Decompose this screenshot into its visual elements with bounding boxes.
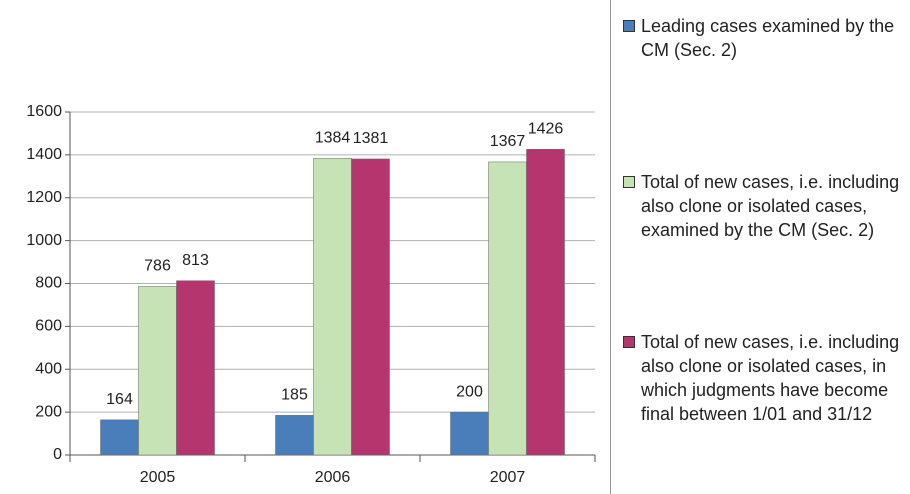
bar (313, 158, 352, 456)
legend-label: Leading cases examined by the CM (Sec. 2… (641, 16, 895, 60)
bar (526, 149, 565, 456)
chart: 0 200 400 600 800 1000 1200 1400 1600 2005 164 786 8… (26, 103, 596, 486)
value-label: 813 (182, 252, 209, 269)
value-label: 1384 (315, 130, 351, 147)
legend-swatch (623, 20, 635, 32)
x-tick-label: 2005 (140, 469, 176, 486)
legend-swatch (623, 176, 635, 188)
legend-label: Total of new cases, i.e. including also … (641, 172, 900, 240)
y-tick-label: 1000 (26, 232, 62, 249)
y-tick-label: 1400 (26, 146, 62, 163)
legend-label: Total of new cases, i.e. including also … (641, 332, 900, 424)
x-tick-label: 2006 (315, 469, 351, 486)
legend-swatch (623, 336, 635, 348)
value-label: 185 (281, 387, 308, 404)
bar (450, 411, 489, 456)
y-tick-label: 0 (53, 446, 62, 463)
legend: Leading cases examined by the CM (Sec. 2… (610, 0, 910, 494)
y-tick-label: 800 (35, 275, 62, 292)
y-tick-label: 200 (35, 403, 62, 420)
y-tick-label: 1600 (26, 103, 62, 120)
value-label: 786 (144, 258, 171, 275)
bar (275, 415, 314, 456)
value-label: 1367 (490, 133, 526, 150)
value-label: 164 (106, 391, 133, 408)
legend-entry: Leading cases examined by the CM (Sec. 2… (623, 14, 905, 62)
value-label: 1426 (528, 121, 564, 138)
value-label: 200 (456, 383, 483, 400)
legend-entry: Total of new cases, i.e. including also … (623, 170, 905, 242)
bar (176, 280, 215, 456)
legend-entry: Total of new cases, i.e. including also … (623, 330, 905, 426)
y-tick-label: 600 (35, 318, 62, 335)
bar (100, 419, 139, 456)
y-tick-label: 1200 (26, 189, 62, 206)
bar (138, 286, 177, 456)
bar (351, 158, 390, 456)
bar (488, 161, 527, 456)
x-tick-label: 2007 (490, 469, 526, 486)
value-label: 1381 (353, 130, 389, 147)
y-tick-label: 400 (35, 360, 62, 377)
